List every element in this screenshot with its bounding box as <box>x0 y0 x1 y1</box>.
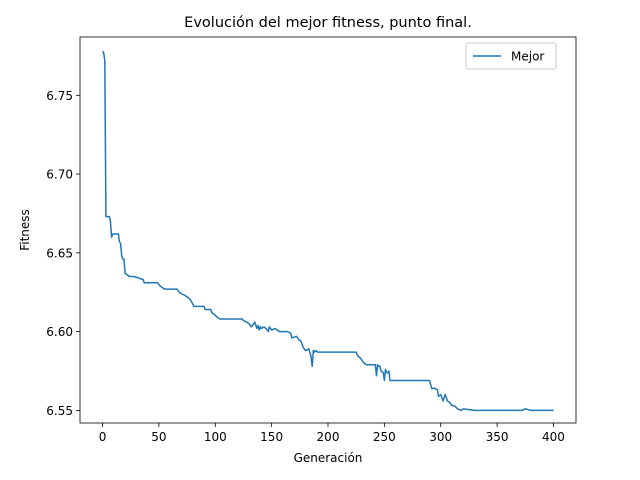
y-tick-label: 6.60 <box>46 325 73 339</box>
x-tick-label: 100 <box>204 430 227 444</box>
x-tick-label: 0 <box>99 430 107 444</box>
y-tick-label: 6.75 <box>46 89 73 103</box>
legend: Mejor <box>465 42 557 70</box>
legend-label-mejor: Mejor <box>511 50 544 64</box>
x-tick-label: 300 <box>429 430 452 444</box>
y-tick-label: 6.65 <box>46 246 73 260</box>
plot-area <box>80 37 576 423</box>
x-tick-label: 350 <box>486 430 509 444</box>
x-tick-label: 150 <box>260 430 283 444</box>
series-line-mejor <box>101 50 554 412</box>
x-tick-label: 200 <box>317 430 340 444</box>
x-axis-label: Generación <box>294 451 363 465</box>
y-axis: 6.55 6.60 6.65 6.70 6.75 <box>46 89 80 418</box>
x-tick-label: 250 <box>373 430 396 444</box>
y-tick-label: 6.55 <box>46 404 73 418</box>
x-tick-label: 50 <box>151 430 166 444</box>
chart-title: Evolución del mejor fitness, punto final… <box>184 15 472 31</box>
series-layer <box>101 50 554 412</box>
y-tick-label: 6.70 <box>46 168 73 182</box>
x-axis: 0 50 100 150 200 250 300 350 400 <box>99 423 565 444</box>
y-axis-label: Fitness <box>18 209 32 251</box>
x-tick-label: 400 <box>542 430 565 444</box>
legend-box <box>465 42 557 70</box>
